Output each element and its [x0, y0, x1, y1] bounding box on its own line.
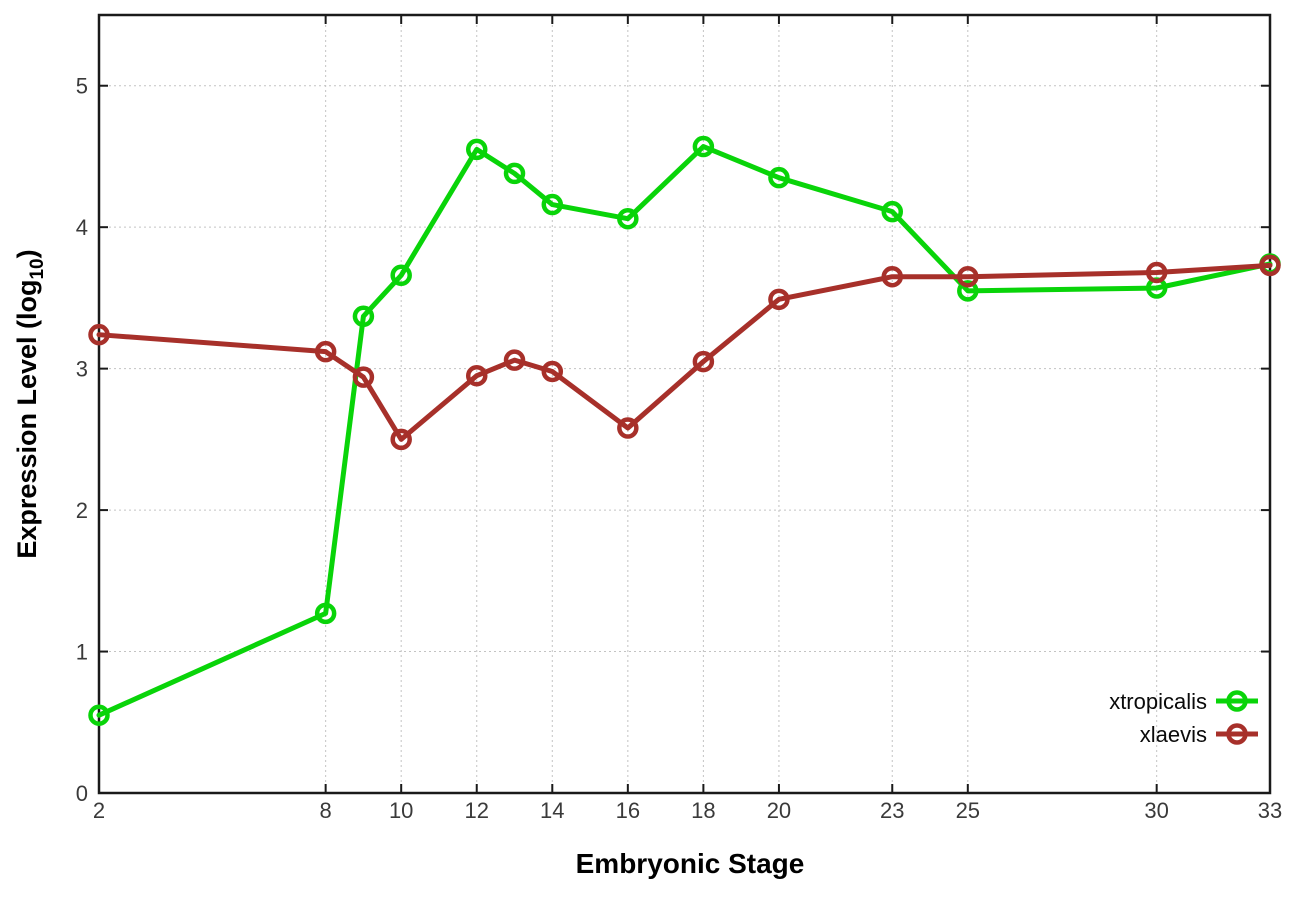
x-tick-label: 12	[464, 798, 488, 823]
y-axis-label: Expression Level (log10)	[12, 249, 48, 558]
y-tick-label: 5	[76, 74, 88, 99]
y-tick-label: 4	[76, 215, 88, 240]
x-tick-label: 18	[691, 798, 715, 823]
y-tick-label: 0	[76, 781, 88, 806]
marker-xlaevis	[957, 265, 979, 288]
marker-xlaevis	[503, 349, 526, 371]
series-line-xlaevis	[96, 262, 1273, 442]
marker-xlaevis	[88, 323, 110, 346]
marker-xlaevis	[617, 417, 639, 439]
y-tick-label: 2	[76, 498, 88, 523]
x-tick-label: 10	[389, 798, 413, 823]
series-layer	[88, 135, 1281, 726]
marker-xlaevis	[541, 360, 564, 383]
x-tick-label: 14	[540, 798, 564, 823]
x-tick-label: 20	[767, 798, 791, 823]
marker-xtropicalis	[314, 602, 337, 625]
series-line-xtropicalis	[96, 144, 1273, 718]
tick-layer	[98, 15, 1271, 794]
frame-layer	[97, 13, 1272, 795]
legend-label-xlaevis: xlaevis	[1140, 722, 1207, 747]
marker-xtropicalis	[617, 207, 639, 230]
plot-frame	[97, 13, 1272, 795]
marker-xtropicalis	[692, 135, 715, 158]
marker-xlaevis	[314, 340, 337, 363]
x-tick-label: 16	[616, 798, 640, 823]
legend: xtropicalis xlaevis	[1109, 689, 1258, 747]
y-tick-label: 1	[76, 640, 88, 665]
marker-xtropicalis	[881, 200, 904, 223]
marker-xlaevis	[768, 288, 790, 311]
marker-xtropicalis	[465, 138, 488, 161]
marker-xlaevis	[1145, 261, 1168, 284]
marker-xtropicalis	[352, 305, 375, 328]
marker-xtropicalis	[503, 162, 526, 185]
marker-xtropicalis	[957, 280, 979, 302]
x-tick-label: 33	[1258, 798, 1282, 823]
marker-xlaevis	[352, 366, 375, 388]
legend-sample-marker-xlaevis	[1226, 723, 1248, 745]
x-axis-label: Embryonic Stage	[576, 848, 805, 879]
legend-label-xtropicalis: xtropicalis	[1109, 689, 1207, 714]
y-axis-label-subscript: 10	[27, 258, 48, 279]
x-tick-label: 2	[93, 798, 105, 823]
marker-xlaevis	[881, 265, 904, 288]
grid-layer	[99, 15, 1270, 793]
marker-xtropicalis	[390, 264, 412, 287]
x-tick-label: 30	[1144, 798, 1168, 823]
marker-xlaevis	[692, 350, 715, 373]
marker-xlaevis	[1259, 254, 1281, 277]
marker-xtropicalis	[768, 166, 790, 189]
marker-xtropicalis	[541, 193, 564, 216]
y-tick-label: 3	[76, 357, 88, 382]
x-tick-label: 25	[956, 798, 980, 823]
marker-xlaevis	[390, 428, 412, 451]
x-tick-label: 8	[320, 798, 332, 823]
marker-xtropicalis	[88, 704, 110, 726]
marker-xlaevis	[465, 364, 488, 387]
legend-samples	[1216, 690, 1258, 745]
legend-sample-marker-xtropicalis	[1226, 690, 1248, 712]
x-tick-label: 23	[880, 798, 904, 823]
